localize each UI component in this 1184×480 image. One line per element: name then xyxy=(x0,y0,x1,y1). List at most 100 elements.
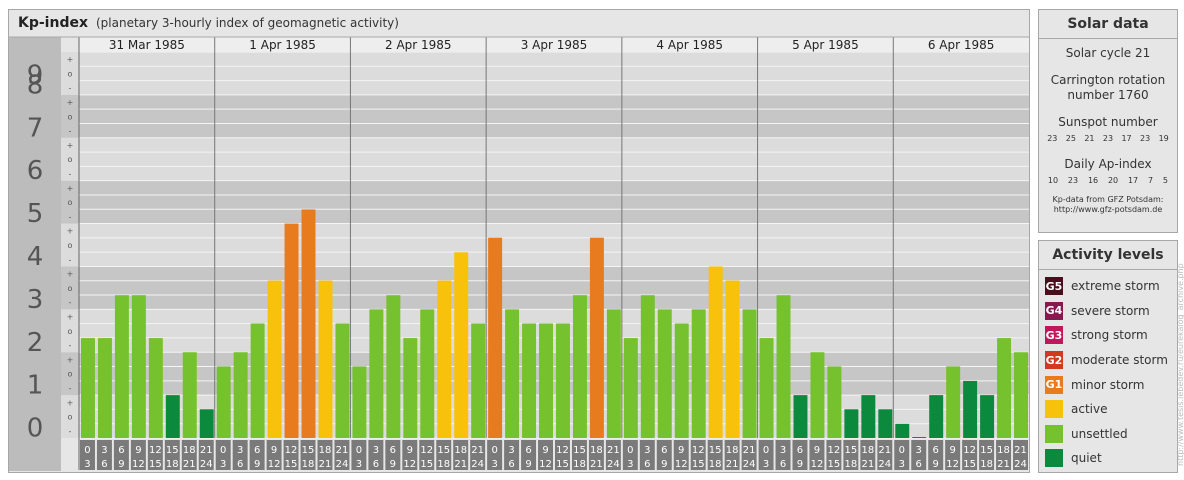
kp-bar xyxy=(589,237,604,438)
y-tick-label: 8 xyxy=(27,70,44,100)
y-tick-label: 6 xyxy=(27,156,44,186)
interval-end-label: 15 xyxy=(420,459,433,470)
band-bg xyxy=(9,94,1029,138)
kp-bar xyxy=(437,280,452,438)
interval-box xyxy=(164,440,180,470)
legend-swatch: G1 xyxy=(1045,375,1063,394)
minor-tick-label: + xyxy=(67,184,74,193)
minor-tick-label: o xyxy=(68,413,73,422)
interval-start-label: 12 xyxy=(828,445,841,456)
day-label: 6 Apr 1985 xyxy=(928,38,995,52)
interval-end-label: 24 xyxy=(200,459,213,470)
legend-swatch: G4 xyxy=(1045,301,1063,320)
interval-box xyxy=(334,440,350,470)
interval-end-label: 9 xyxy=(118,459,124,470)
kp-bar xyxy=(403,338,418,438)
minor-tick-label: + xyxy=(67,270,74,279)
watermark: http://www.tesis.lebedev.ru/eurekalog_ar… xyxy=(1176,263,1184,466)
kp-bar xyxy=(318,280,333,438)
legend-label: moderate storm xyxy=(1071,353,1168,368)
band-bg xyxy=(9,223,1029,267)
interval-start-label: 9 xyxy=(407,445,413,456)
interval-start-label: 9 xyxy=(814,445,820,456)
interval-box xyxy=(487,440,503,470)
interval-box xyxy=(724,440,740,470)
kp-bar xyxy=(878,409,893,438)
interval-end-label: 21 xyxy=(454,459,467,470)
y-tick-label: 5 xyxy=(27,199,44,229)
interval-end-label: 21 xyxy=(861,459,874,470)
interval-box xyxy=(215,440,231,470)
ap-value: 23 xyxy=(1067,176,1079,185)
interval-start-label: 0 xyxy=(763,445,769,456)
interval-end-label: 12 xyxy=(132,459,145,470)
activity-levels-panel: Activity levels G5 extreme storm G4 severe … xyxy=(1038,240,1178,473)
interval-end-label: 6 xyxy=(237,459,243,470)
legend-label: unsettled xyxy=(1071,426,1128,441)
kp-bar xyxy=(691,309,706,438)
interval-start-label: 3 xyxy=(508,445,514,456)
kp-bar xyxy=(674,323,689,438)
legend-item: G2 moderate storm xyxy=(1039,348,1177,373)
carrington-line-2: number 1760 xyxy=(1067,88,1149,102)
kp-bar xyxy=(97,338,112,438)
interval-end-label: 24 xyxy=(471,459,484,470)
interval-end-label: 9 xyxy=(525,459,531,470)
interval-box xyxy=(877,440,893,470)
interval-start-label: 21 xyxy=(336,445,349,456)
interval-end-label: 21 xyxy=(997,459,1010,470)
interval-box xyxy=(741,440,757,470)
interval-start-label: 12 xyxy=(692,445,705,456)
kp-bar xyxy=(1014,352,1028,438)
carrington-line-1: Carrington rotation xyxy=(1050,73,1166,87)
kp-chart: 0123456789-o+-o+-o+-o+-o+-o+-o+-o+-o+31 … xyxy=(9,10,1029,471)
interval-end-label: 6 xyxy=(644,459,650,470)
interval-box xyxy=(130,440,146,470)
interval-end-label: 18 xyxy=(437,459,450,470)
interval-end-label: 21 xyxy=(319,459,332,470)
kp-bar xyxy=(369,309,384,438)
minor-tick-label: - xyxy=(69,341,72,350)
kp-bar xyxy=(929,395,944,438)
kp-bar xyxy=(522,323,537,438)
credit-line-1: Kp-data from GFZ Potsdam: xyxy=(1052,195,1164,204)
interval-start-label: 18 xyxy=(590,445,603,456)
solar-data-title: Solar data xyxy=(1039,10,1177,39)
interval-start-label: 21 xyxy=(743,445,756,456)
interval-start-label: 15 xyxy=(166,445,179,456)
kp-bar xyxy=(165,395,180,438)
interval-start-label: 3 xyxy=(373,445,379,456)
legend-item: G3 strong storm xyxy=(1039,323,1177,348)
legend-label: severe storm xyxy=(1071,303,1150,318)
minor-tick-label: - xyxy=(69,84,72,93)
ap-value: 5 xyxy=(1162,176,1168,185)
kp-bar xyxy=(131,295,146,438)
legend-swatch: G3 xyxy=(1045,326,1063,345)
minor-tick-label: o xyxy=(68,284,73,293)
interval-end-label: 3 xyxy=(84,459,90,470)
interval-end-label: 3 xyxy=(627,459,633,470)
legend-swatch xyxy=(1045,400,1063,419)
kp-bar xyxy=(148,338,163,438)
y-tick-label: 9 xyxy=(27,60,44,90)
interval-box xyxy=(181,440,197,470)
minor-tick-label: + xyxy=(67,141,74,150)
minor-tick-label: - xyxy=(69,212,72,221)
minor-tick-label: + xyxy=(67,227,74,236)
interval-box xyxy=(80,440,95,470)
minor-tick-label: - xyxy=(69,427,72,436)
legend-swatch xyxy=(1045,424,1063,443)
kp-bar xyxy=(335,323,350,438)
interval-box xyxy=(521,440,537,470)
minor-tick-label: - xyxy=(69,384,72,393)
kp-bar xyxy=(352,366,367,438)
interval-box xyxy=(113,440,129,470)
interval-end-label: 18 xyxy=(845,459,858,470)
interval-end-label: 24 xyxy=(878,459,891,470)
interval-end-label: 3 xyxy=(356,459,362,470)
interval-box xyxy=(470,440,486,470)
interval-start-label: 12 xyxy=(963,445,976,456)
minor-tick-label: - xyxy=(69,298,72,307)
legend-item: G5 extreme storm xyxy=(1039,274,1177,299)
sunspot-value: 23 xyxy=(1140,134,1151,143)
